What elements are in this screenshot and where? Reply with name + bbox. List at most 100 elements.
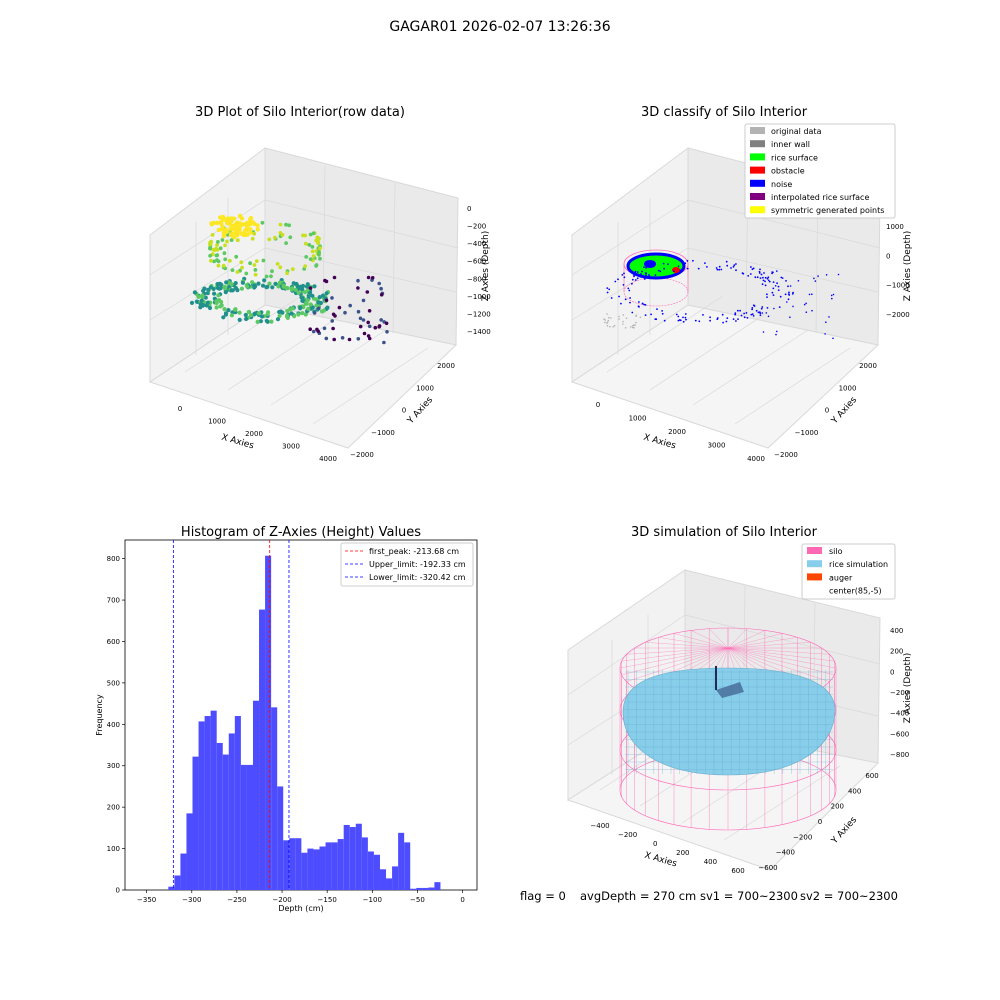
hist-bar (240, 764, 247, 890)
classify-x-ticks: 0 1000 2000 3000 4000 (596, 401, 765, 463)
scatter-point (314, 264, 318, 268)
scatter-point (202, 286, 207, 291)
scatter-point (219, 299, 224, 305)
scatter-point (300, 296, 305, 301)
grid-line (649, 313, 766, 391)
sim-y-axis-label: Y Axies (829, 815, 859, 847)
hist-legend: first_peak: -213.68 cm Upper_limit: -192.… (340, 542, 474, 587)
scatter-point (250, 236, 255, 241)
noise-point (643, 266, 645, 268)
noise-point (622, 284, 625, 286)
noise-point (824, 333, 826, 335)
scatter-point (316, 329, 321, 334)
hist-bar (265, 555, 272, 890)
noise-point (759, 314, 762, 316)
hist-bar (313, 849, 320, 890)
scatter-point (224, 280, 229, 285)
noise-point (726, 264, 729, 267)
scatter-point (284, 313, 290, 318)
sim-y-tick-label: 400 (848, 787, 861, 795)
cls-y-tick-label: 1000 (839, 384, 857, 392)
scatter-point (324, 336, 329, 341)
legend-swatch (807, 547, 822, 554)
scatter-point (304, 255, 309, 259)
original-point (635, 315, 637, 317)
hist-bar (325, 842, 332, 890)
noise-point (678, 319, 681, 321)
scatter-point (208, 241, 213, 245)
noise-point (828, 316, 830, 318)
classify-rice-surface (626, 252, 686, 280)
original-point (635, 321, 637, 324)
noise-point (779, 295, 782, 298)
noise-point (776, 282, 778, 285)
hist-x-tick-label: −350 (137, 896, 156, 904)
legend-swatch (750, 193, 765, 200)
scatter-point (211, 247, 216, 252)
scatter-point (226, 308, 231, 313)
footer-status: flag = 0 avgDepth = 270 cm sv1 = 700~230… (520, 889, 898, 903)
noise-point (764, 276, 767, 279)
noise-point (758, 311, 761, 314)
noise-point (682, 316, 684, 319)
noise-point (682, 320, 685, 323)
silo-roof-rib (621, 647, 729, 662)
footer-sv1: sv1 = 700~2300 (700, 889, 798, 903)
scatter-point (317, 252, 321, 257)
original-point (622, 320, 624, 323)
raw-y-tick-label: 2000 (437, 362, 455, 370)
hist-bar (186, 813, 193, 890)
raw-z-tick-label: −800 (467, 275, 486, 283)
scatter-point (255, 227, 260, 232)
legend-swatch (750, 140, 765, 148)
noise-point (633, 275, 635, 278)
noise-point (750, 266, 752, 268)
scatter-point (373, 325, 378, 330)
scatter-point (275, 317, 281, 322)
hist-y-tick-label: 200 (107, 804, 120, 812)
scatter-point (244, 224, 250, 229)
noise-point (715, 267, 718, 269)
noise-point (761, 312, 764, 314)
noise-point (663, 319, 666, 322)
original-point (622, 323, 624, 325)
noise-point (636, 271, 639, 273)
original-point (606, 313, 608, 315)
noise-point (682, 263, 685, 265)
noise-point (759, 268, 761, 271)
noise-point (685, 318, 687, 321)
scatter-point (356, 278, 360, 283)
noise-point (735, 269, 737, 272)
scatter-point (214, 305, 219, 310)
classify-y-axis-label: Y Axies (829, 395, 859, 427)
cls-y-tick-label: 2000 (859, 362, 877, 370)
noise-point (784, 293, 787, 296)
noise-point (659, 270, 662, 273)
scatter-point (265, 284, 270, 289)
grid-line (264, 199, 459, 249)
silo-roof-rib (709, 628, 729, 649)
scatter-point (332, 337, 337, 342)
hist-bar (271, 707, 278, 890)
hist-x-tick-label: −250 (227, 896, 246, 904)
hist-bar (386, 878, 393, 890)
scatter-point (223, 227, 229, 232)
scatter-point (252, 231, 257, 236)
scatter-point (244, 316, 249, 322)
sim-y-tick-label: −600 (758, 864, 777, 872)
scatter-point (255, 319, 260, 324)
raw-y-ticks: −2000 −1000 0 1000 2000 (350, 362, 455, 459)
scatter-point (285, 271, 289, 276)
hist-bar (216, 742, 223, 890)
noise-point (645, 272, 647, 275)
hist-x-ticks: −350 −300 −250 −200 −150 −100 −50 0 (137, 890, 465, 904)
noise-point (737, 318, 739, 320)
hist-vertical-lines (172, 540, 290, 890)
scatter-point (287, 223, 291, 228)
scatter-point (308, 327, 313, 332)
hist-x-tick-label: −150 (318, 896, 337, 904)
noise-point (764, 284, 767, 287)
scatter-point (219, 221, 224, 227)
raw-y-axis-label: Y Axies (405, 395, 435, 427)
noise-point (679, 269, 682, 272)
